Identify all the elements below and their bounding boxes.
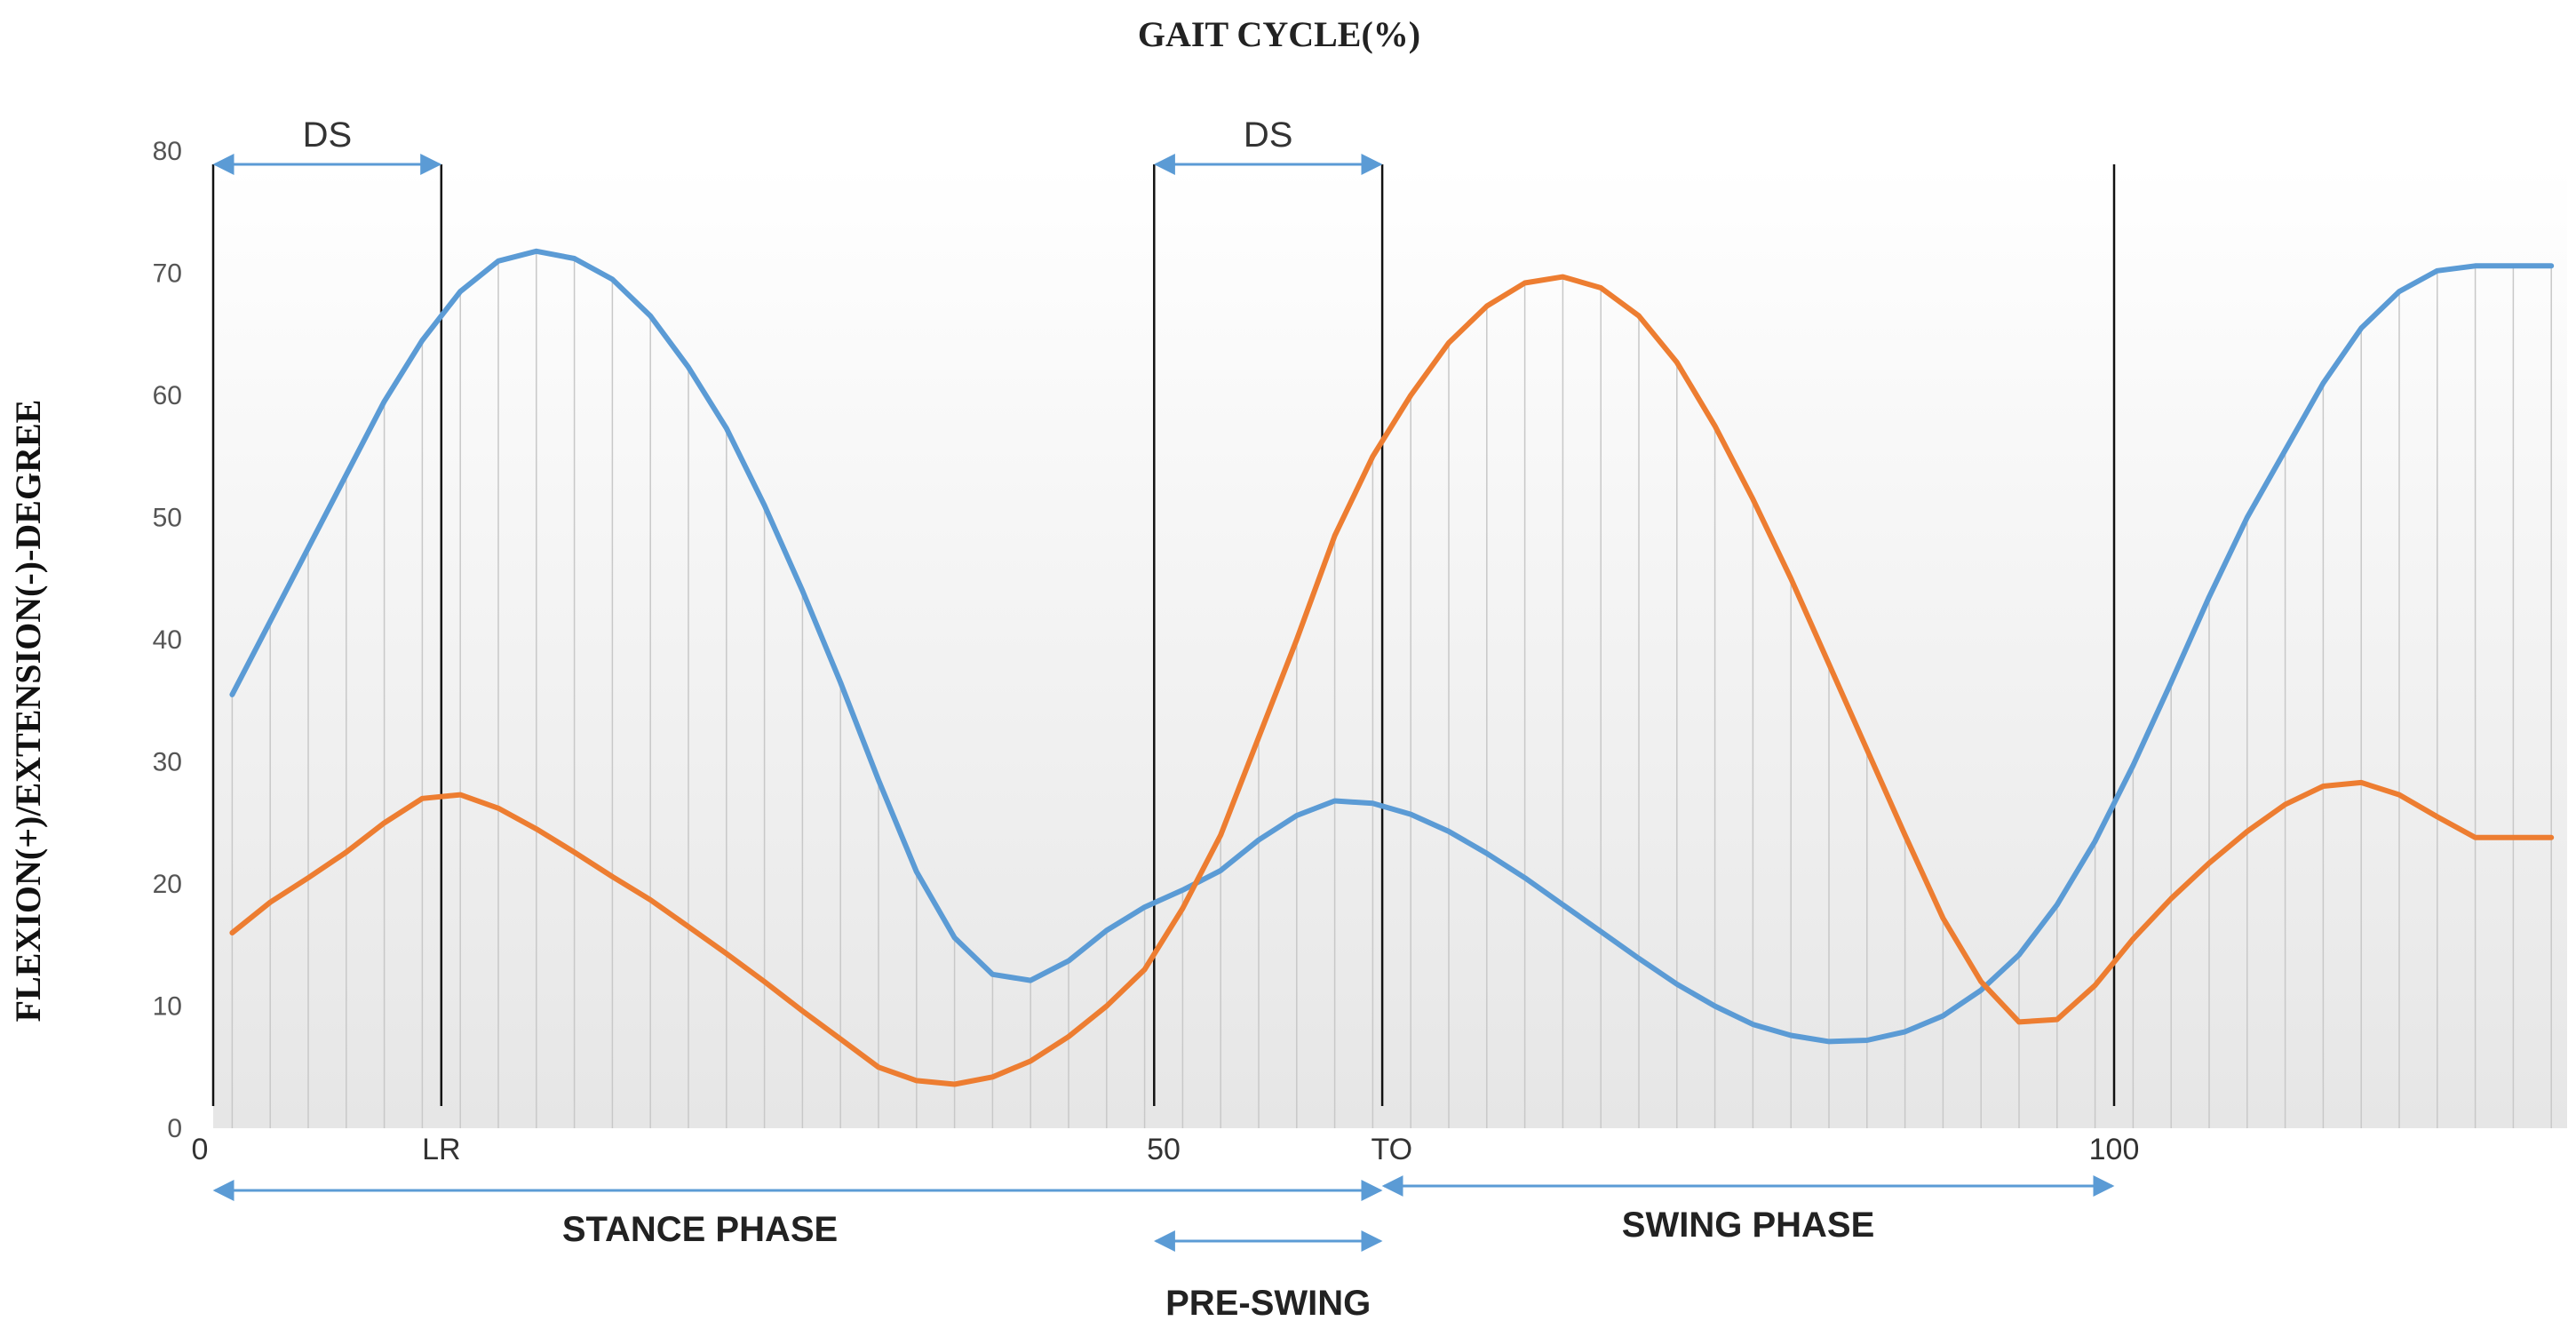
- series-line-blue: [229, 248, 2555, 1045]
- ds-label: DS: [303, 115, 353, 155]
- data-series: [229, 248, 2555, 1087]
- phase-label: PRE-SWING: [1165, 1284, 1371, 1323]
- chart-title: GAIT CYCLE(%): [1138, 14, 1420, 54]
- plot-background: [213, 164, 2567, 1128]
- x-tick-label: LR: [422, 1133, 460, 1166]
- x-tick-label: 0: [192, 1133, 209, 1166]
- vertical-gridlines: [231, 251, 2552, 1128]
- y-tick-label: 50: [153, 504, 182, 533]
- y-tick-label: 0: [167, 1114, 182, 1143]
- event-lines: [211, 164, 2116, 1106]
- phase-label: STANCE PHASE: [562, 1210, 838, 1249]
- y-axis-label: FLEXION(+)/EXTENSION(-)-DEGREE: [8, 400, 48, 1023]
- y-tick-label: 30: [153, 748, 182, 777]
- x-tick-label: 50: [1147, 1133, 1181, 1166]
- y-tick-label: 70: [153, 259, 182, 289]
- y-tick-label: 10: [153, 992, 182, 1022]
- x-tick-label: TO: [1371, 1133, 1412, 1166]
- x-tick-label: 100: [2089, 1133, 2140, 1166]
- x-tick-labels: 0 LR 50 TO 100: [192, 1133, 2140, 1166]
- annotations: DS DS STANCE PHASE SWING PHASE PRE-SWING: [212, 115, 2115, 1323]
- y-tick-label: 60: [153, 381, 182, 410]
- y-tick-label: 80: [153, 137, 182, 166]
- ds-label: DS: [1244, 115, 1293, 155]
- phase-label: SWING PHASE: [1622, 1206, 1874, 1245]
- y-tick-label: 40: [153, 625, 182, 655]
- series-line-orange: [229, 274, 2555, 1087]
- y-tick-label: 20: [153, 870, 182, 899]
- y-tick-labels: 0 10 20 30 40 50 60 70 80: [153, 137, 182, 1143]
